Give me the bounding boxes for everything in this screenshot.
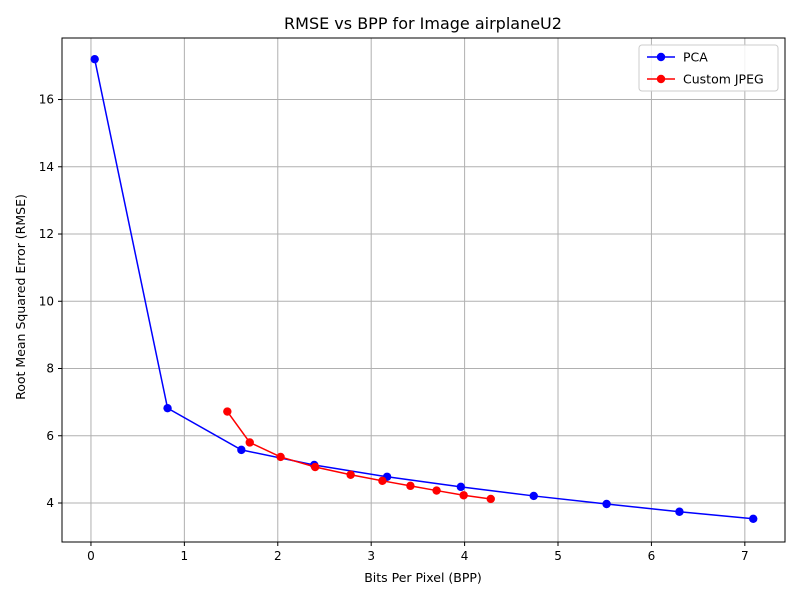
- y-tick-label: 8: [46, 362, 54, 376]
- data-point-custom-jpeg: [432, 486, 441, 495]
- x-tick-label: 4: [461, 549, 469, 563]
- data-point-custom-jpeg: [346, 470, 355, 479]
- data-point-custom-jpeg: [378, 476, 387, 486]
- legend-label: PCA: [683, 50, 708, 65]
- x-tick-label: 1: [181, 549, 189, 563]
- y-axis-label: Root Mean Squared Error (RMSE): [13, 194, 28, 400]
- y-tick-label: 14: [39, 160, 54, 174]
- grid: [62, 38, 785, 542]
- x-tick-label: 2: [274, 549, 282, 563]
- data-point-pca: [456, 482, 466, 492]
- series-line-custom-jpeg: [226, 411, 491, 500]
- data-point-pca: [237, 445, 246, 455]
- chart-title: RMSE vs BPP for Image airplaneU2: [284, 14, 562, 33]
- x-tick-label: 7: [741, 549, 749, 563]
- series-pca: [90, 54, 758, 524]
- data-point-custom-jpeg: [310, 462, 320, 472]
- data-point-custom-jpeg: [276, 452, 285, 462]
- y-tick-label: 16: [39, 93, 54, 107]
- y-tick-label: 12: [39, 227, 54, 241]
- data-point-custom-jpeg: [245, 438, 254, 447]
- x-axis-label: Bits Per Pixel (BPP): [364, 570, 482, 585]
- data-point-custom-jpeg: [406, 481, 415, 491]
- y-tick-label: 10: [39, 294, 54, 308]
- x-tick-label: 5: [554, 549, 562, 563]
- series-line-pca: [93, 59, 754, 520]
- data-point-pca: [529, 491, 538, 501]
- data-point-pca: [602, 499, 611, 509]
- x-tick-label: 3: [367, 549, 375, 563]
- x-tick-label: 6: [648, 549, 656, 563]
- data-point-custom-jpeg: [459, 491, 468, 500]
- plot-frame: [61, 37, 786, 543]
- x-tick-label: 0: [87, 549, 95, 563]
- legend-marker: [656, 74, 666, 84]
- data-point-pca: [675, 507, 684, 516]
- y-tick-label: 4: [46, 496, 54, 510]
- legend: PCA Custom JPEG: [638, 44, 779, 92]
- data-point-pca: [90, 54, 99, 64]
- data-point-custom-jpeg: [223, 407, 232, 416]
- data-point-pca: [749, 514, 758, 524]
- data-point-pca: [163, 403, 172, 413]
- data-point-custom-jpeg: [486, 494, 495, 504]
- series-custom-jpeg: [223, 407, 495, 504]
- y-tick-label: 6: [46, 429, 54, 443]
- legend-label: Custom JPEG: [683, 72, 764, 87]
- legend-marker: [656, 52, 666, 62]
- series-layer: [90, 54, 758, 524]
